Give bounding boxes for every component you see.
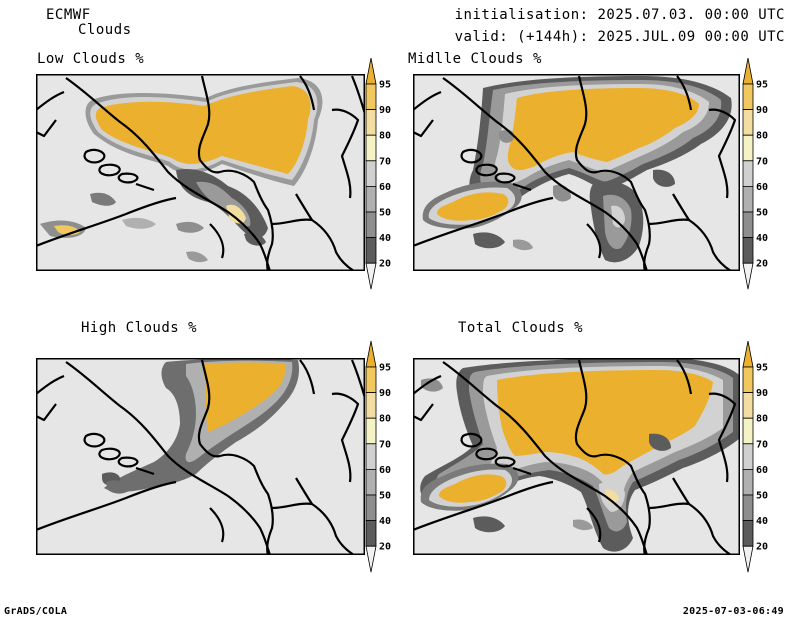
colorbar-high-clouds: 95 90 80 70 60 50 40 20 — [365, 341, 391, 573]
colorbar-segment — [742, 417, 754, 445]
footer-software-label: GrADS/COLA — [4, 606, 68, 617]
colorbar-bottom-arrow — [742, 545, 754, 573]
colorbar-segment — [365, 160, 377, 187]
colorbar-tick-label: 40 — [756, 233, 768, 244]
colorbar-segment — [742, 468, 754, 496]
colorbar-segment — [742, 160, 754, 187]
product-label: Clouds — [78, 22, 132, 38]
colorbar-middle-clouds: 95 90 80 70 60 50 40 20 — [742, 58, 768, 290]
colorbar-segment — [742, 83, 754, 111]
colorbar-tick-label: 50 — [756, 491, 768, 502]
map-panel-low-clouds — [36, 74, 365, 271]
colorbar-low-clouds: 95 90 80 70 60 50 40 20 — [365, 58, 391, 290]
colorbar-tick-label: 60 — [379, 465, 391, 476]
colorbar-top-arrow — [742, 341, 754, 368]
colorbar-segment — [742, 494, 754, 522]
colorbar-segment — [742, 237, 754, 264]
colorbar-tick-label: 80 — [379, 414, 391, 425]
colorbar-segment — [365, 392, 377, 419]
colorbar-tick-label: 20 — [379, 542, 391, 553]
colorbar-tick-label: 40 — [379, 233, 391, 244]
colorbar-tick-label: 80 — [756, 131, 768, 142]
colorbar-top-arrow — [742, 58, 754, 85]
model-label: ECMWF — [46, 7, 91, 23]
colorbar-tick-label: 50 — [379, 208, 391, 219]
colorbar-tick-label: 70 — [756, 439, 768, 450]
colorbar-tick-label: 80 — [756, 414, 768, 425]
colorbar-tick-label: 50 — [379, 491, 391, 502]
colorbar-bottom-arrow — [365, 262, 377, 290]
valid-label: valid: (+144h): 2025.JUL.09 00:00 UTC — [454, 29, 785, 45]
map-panel-middle-clouds — [413, 74, 740, 271]
colorbar-tick-label: 60 — [756, 182, 768, 193]
colorbar-segment — [742, 520, 754, 547]
colorbar-segment — [365, 494, 377, 522]
cloud-field — [420, 358, 740, 552]
colorbar-segment — [742, 392, 754, 419]
country-borders — [413, 359, 737, 555]
colorbar-tick-label: 70 — [379, 439, 391, 450]
colorbar-tick-label: 70 — [379, 156, 391, 167]
country-borders — [36, 75, 365, 271]
colorbar-tick-label: 95 — [756, 363, 768, 374]
colorbar-bottom-arrow — [365, 545, 377, 573]
panel-title-total-clouds: Total Clouds % — [458, 320, 584, 336]
colorbar-segment — [365, 134, 377, 162]
colorbar-tick-label: 90 — [756, 388, 768, 399]
colorbar-segment — [365, 468, 377, 496]
colorbar-tick-label: 90 — [379, 388, 391, 399]
colorbar-tick-label: 20 — [379, 259, 391, 270]
colorbar-top-arrow — [365, 341, 377, 368]
colorbar-segment — [365, 366, 377, 394]
colorbar-tick-label: 90 — [379, 105, 391, 116]
colorbar-segment — [742, 185, 754, 213]
colorbar-segment — [365, 83, 377, 111]
colorbar-tick-label: 80 — [379, 131, 391, 142]
colorbar-tick-label: 95 — [379, 363, 391, 374]
colorbar-segment — [365, 520, 377, 547]
colorbar-segment — [742, 443, 754, 470]
colorbar-tick-label: 90 — [756, 105, 768, 116]
colorbar-total-clouds: 95 90 80 70 60 50 40 20 — [742, 341, 768, 573]
colorbar-tick-label: 20 — [756, 259, 768, 270]
colorbar-segment — [742, 366, 754, 394]
colorbar-segment — [365, 237, 377, 264]
colorbar-tick-label: 60 — [756, 465, 768, 476]
colorbar-tick-label: 40 — [756, 516, 768, 527]
panel-title-low-clouds: Low Clouds % — [37, 51, 145, 67]
colorbar-bottom-arrow — [742, 262, 754, 290]
map-panel-total-clouds — [413, 358, 740, 555]
panel-title-high-clouds: High Clouds % — [81, 320, 198, 336]
colorbar-tick-label: 70 — [756, 156, 768, 167]
colorbar-tick-label: 95 — [379, 80, 391, 91]
colorbar-segment — [365, 185, 377, 213]
initialisation-label: initialisation: 2025.07.03. 00:00 UTC — [454, 7, 785, 23]
colorbar-segment — [742, 211, 754, 239]
colorbar-tick-label: 95 — [756, 80, 768, 91]
colorbar-tick-label: 50 — [756, 208, 768, 219]
colorbar-segment — [365, 417, 377, 445]
colorbar-segment — [742, 109, 754, 136]
colorbar-segment — [365, 443, 377, 470]
footer-timestamp: 2025-07-03-06:49 — [682, 606, 784, 617]
map-panel-high-clouds — [36, 358, 365, 555]
colorbar-top-arrow — [365, 58, 377, 85]
colorbar-tick-label: 40 — [379, 516, 391, 527]
country-borders — [413, 75, 737, 271]
colorbar-segment — [365, 211, 377, 239]
colorbar-tick-label: 60 — [379, 182, 391, 193]
panel-title-middle-clouds: Midlle Clouds % — [408, 51, 542, 67]
colorbar-segment — [365, 109, 377, 136]
colorbar-tick-label: 20 — [756, 542, 768, 553]
colorbar-segment — [742, 134, 754, 162]
